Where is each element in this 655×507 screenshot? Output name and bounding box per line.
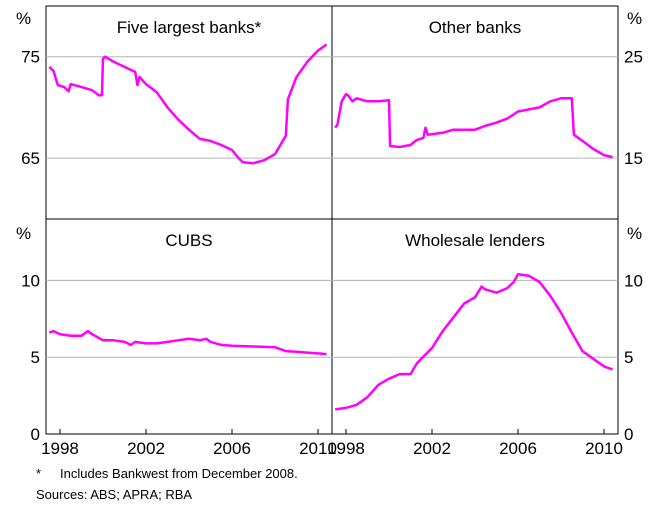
y-tick-label: 25 — [624, 48, 643, 67]
y-tick-label: 0 — [624, 425, 633, 444]
x-tick-label: 2010 — [585, 439, 623, 458]
series-line — [335, 273, 614, 411]
y-tick-label: 65 — [21, 149, 40, 168]
y-unit-label: % — [16, 224, 31, 243]
x-tick-label: 1998 — [327, 439, 365, 458]
x-tick-label: 1998 — [41, 439, 79, 458]
panel-title: CUBS — [165, 231, 212, 250]
y-tick-label: 5 — [624, 348, 633, 367]
panel-title: Wholesale lenders — [405, 231, 545, 250]
y-tick-label: 10 — [624, 271, 643, 290]
footnote: * Includes Bankwest from December 2008. — [36, 466, 298, 482]
panel-title: Five largest banks* — [117, 18, 262, 37]
y-tick-label: 0 — [31, 425, 40, 444]
sources-text: Sources: ABS; APRA; RBA — [36, 487, 193, 502]
series-line — [48, 43, 328, 165]
y-unit-label: % — [627, 9, 642, 28]
panel-title: Other banks — [429, 18, 522, 37]
series-line — [48, 329, 327, 356]
x-tick-label: 2006 — [499, 439, 537, 458]
gridlines — [46, 56, 618, 434]
series-lines — [48, 43, 614, 411]
sources-note: Sources: ABS; APRA; RBA — [36, 487, 192, 503]
x-tick-label: 2010 — [299, 439, 337, 458]
x-tick-label: 2002 — [413, 439, 451, 458]
y-unit-label: % — [16, 9, 31, 28]
chart-labels: 65 75% Five largest banks* 15 25% Other banks… — [16, 9, 643, 458]
x-tick-label: 2002 — [127, 439, 165, 458]
y-tick-label: 5 — [31, 348, 40, 367]
series-line — [334, 92, 613, 159]
footnote-text: Includes Bankwest from December 2008. — [60, 466, 298, 481]
y-tick-label: 15 — [624, 149, 643, 168]
x-tick-label: 2006 — [213, 439, 251, 458]
y-tick-label: 10 — [21, 271, 40, 290]
footnote-mark: * — [36, 466, 42, 481]
y-unit-label: % — [627, 224, 642, 243]
y-tick-label: 75 — [21, 48, 40, 67]
